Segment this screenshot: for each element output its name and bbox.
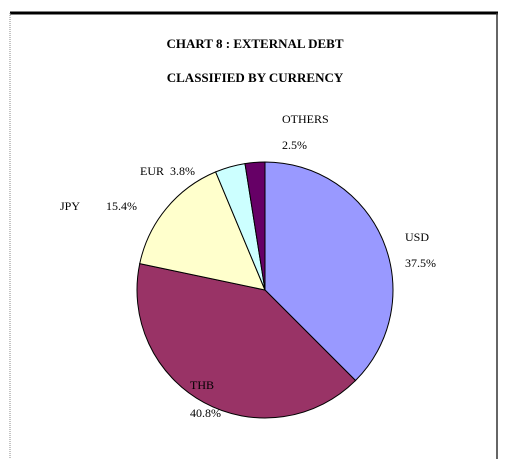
slice-value-label: 3.8%	[170, 164, 195, 178]
slice-category-label: USD	[405, 230, 429, 244]
pie-slice	[139, 171, 266, 291]
slice-category-label: EUR	[140, 164, 164, 178]
pie-slice	[264, 161, 394, 382]
slice-category-label: JPY	[60, 199, 80, 213]
chart-title: CHART 8 : EXTERNAL DEBT	[166, 36, 343, 51]
slice-value-label: 2.5%	[282, 138, 307, 152]
slice-category-label: THB	[190, 378, 214, 392]
slice-value-label: 15.4%	[106, 199, 137, 213]
pie-slice	[244, 161, 266, 291]
slice-value-label: 37.5%	[405, 256, 436, 270]
slice-value-label: 40.8%	[190, 406, 221, 420]
slice-category-label: OTHERS	[282, 112, 329, 126]
pie-slice	[136, 263, 357, 419]
chart-subtitle: CLASSIFIED BY CURRENCY	[167, 70, 344, 85]
